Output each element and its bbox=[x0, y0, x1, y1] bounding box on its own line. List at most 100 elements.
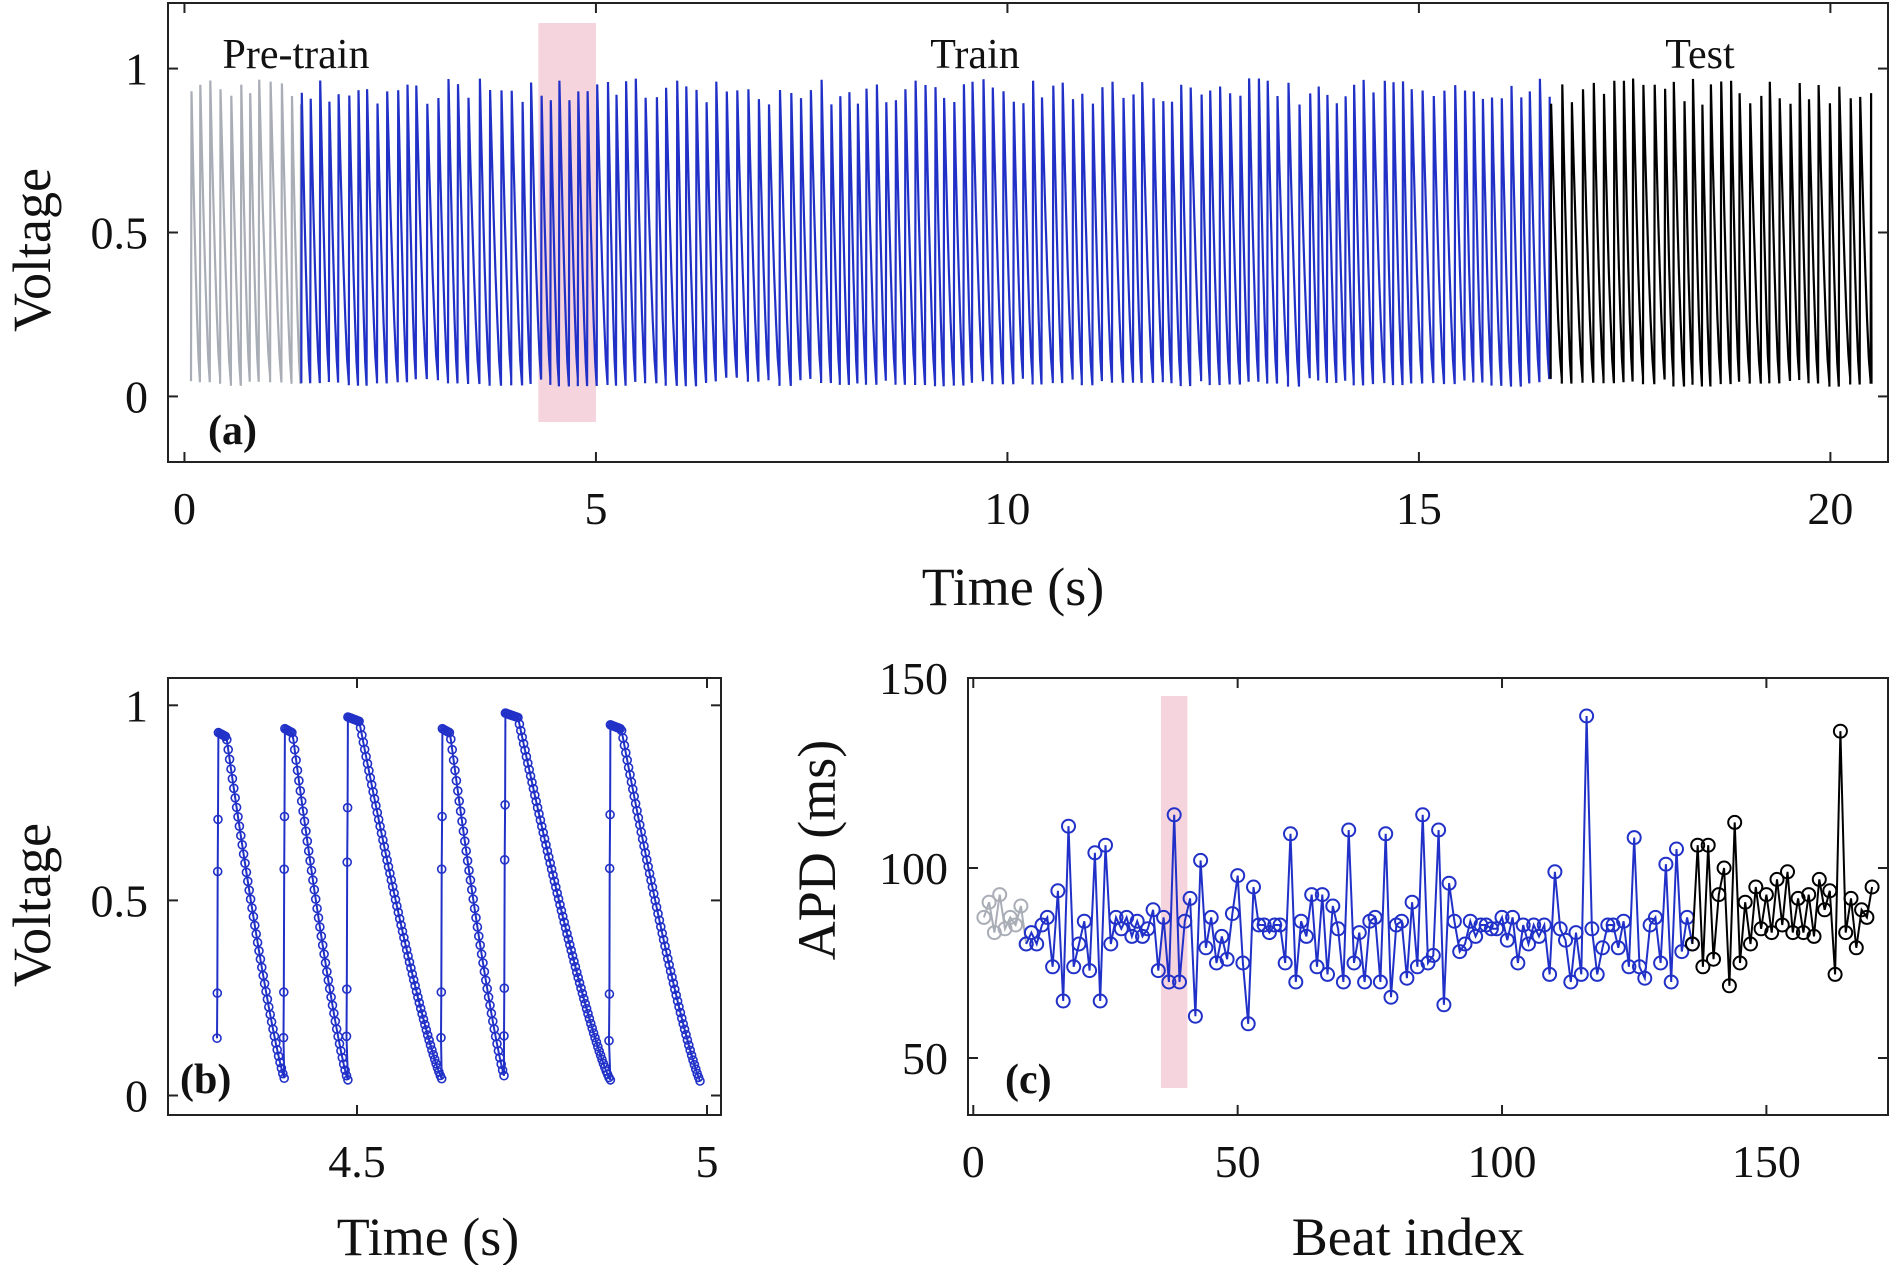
sample-point bbox=[269, 1031, 280, 1041]
sample-point bbox=[604, 863, 615, 874]
apd-point bbox=[1124, 928, 1140, 944]
apd-point bbox=[1431, 822, 1447, 838]
apd-point bbox=[1251, 917, 1267, 933]
apd-point bbox=[1071, 936, 1087, 952]
sample-point bbox=[379, 841, 390, 852]
sample-point bbox=[403, 951, 413, 961]
sample-point bbox=[276, 1063, 287, 1073]
apd-point bbox=[1219, 951, 1235, 967]
c-x-tick-label: 0 bbox=[962, 1136, 985, 1187]
apd-point bbox=[1584, 921, 1600, 937]
apd-point bbox=[1700, 837, 1716, 853]
sample-point bbox=[695, 1076, 705, 1086]
sample-point bbox=[401, 945, 412, 955]
apd-point bbox=[1330, 921, 1346, 937]
panel-label-a: (a) bbox=[208, 408, 257, 454]
apd-point bbox=[1235, 955, 1251, 971]
sample-point bbox=[671, 990, 682, 1001]
sample-point bbox=[500, 799, 510, 810]
sample-point bbox=[459, 836, 470, 847]
apd-point bbox=[1542, 966, 1558, 982]
apd-point bbox=[1140, 921, 1156, 937]
apd-point bbox=[1341, 822, 1357, 838]
b-y-tick-label: 0 bbox=[125, 1070, 148, 1121]
highlight-region-c bbox=[1160, 696, 1188, 1088]
sample-point bbox=[371, 800, 381, 811]
panel-c: 0 50 100 150 50 100 150 (c) Beat index APD (m… bbox=[787, 653, 1889, 1265]
apd-point bbox=[1129, 913, 1145, 929]
voltage-traces-a bbox=[189, 78, 1873, 387]
sample-point bbox=[292, 765, 303, 776]
sample-point bbox=[605, 809, 615, 820]
sample-point bbox=[436, 864, 447, 875]
sample-point bbox=[380, 848, 391, 859]
sample-point bbox=[406, 963, 416, 973]
apd-line-1 bbox=[1025, 715, 1694, 1024]
apd-point bbox=[1536, 917, 1552, 933]
sample-point bbox=[499, 1031, 509, 1041]
y-axis-label-c: APD (ms) bbox=[787, 740, 847, 961]
apd-point bbox=[1658, 856, 1674, 872]
sample-point bbox=[445, 734, 456, 745]
c-y-tick-label: 100 bbox=[879, 843, 948, 894]
region-label-train: Train bbox=[930, 32, 1019, 78]
sample-point bbox=[306, 865, 317, 876]
voltage-trace-train bbox=[300, 78, 1552, 387]
apd-point bbox=[1203, 909, 1219, 925]
apd-point bbox=[1637, 970, 1653, 986]
apd-point bbox=[1864, 879, 1880, 895]
apd-point bbox=[1383, 989, 1399, 1005]
apd-point bbox=[1642, 917, 1658, 933]
x-axis-label-c: Beat index bbox=[1292, 1207, 1524, 1265]
sample-point bbox=[683, 1040, 694, 1050]
sample-point bbox=[238, 849, 249, 859]
sample-point bbox=[676, 1013, 687, 1024]
apd-point bbox=[1357, 974, 1373, 990]
apd-point bbox=[1727, 814, 1743, 830]
sample-point bbox=[270, 1038, 281, 1048]
sample-point bbox=[587, 1023, 598, 1034]
sample-point bbox=[447, 744, 458, 755]
sample-point bbox=[312, 903, 322, 914]
sample-point bbox=[529, 790, 540, 800]
apd-point bbox=[1711, 887, 1727, 903]
apd-point bbox=[1647, 909, 1663, 925]
c-y-tick-label: 150 bbox=[879, 653, 948, 704]
apd-point bbox=[1452, 944, 1468, 960]
sample-point bbox=[653, 908, 663, 919]
sample-point bbox=[373, 814, 384, 825]
apd-point bbox=[1098, 837, 1113, 853]
sample-point bbox=[462, 855, 473, 866]
sample-point bbox=[657, 928, 668, 939]
sample-point bbox=[393, 907, 404, 918]
sample-point bbox=[394, 913, 405, 924]
sample-point bbox=[522, 758, 533, 768]
apd-point bbox=[1732, 955, 1748, 971]
sample-point bbox=[660, 941, 670, 951]
sample-point bbox=[681, 1029, 691, 1040]
sample-point bbox=[436, 1073, 447, 1084]
apd-point bbox=[1743, 936, 1758, 952]
sample-point bbox=[227, 773, 238, 784]
panel-label-b: (b) bbox=[180, 1057, 231, 1103]
apd-point bbox=[1499, 932, 1515, 948]
sample-point bbox=[278, 1032, 289, 1043]
sample-point bbox=[557, 911, 568, 922]
apd-point bbox=[1457, 936, 1473, 952]
sample-point bbox=[399, 932, 409, 943]
apd-point bbox=[1246, 879, 1261, 895]
apd-point bbox=[1827, 966, 1843, 982]
apd-point bbox=[1172, 974, 1187, 990]
sample-point bbox=[555, 899, 565, 910]
sample-point bbox=[212, 1033, 222, 1043]
apd-point bbox=[976, 909, 992, 925]
sample-point bbox=[594, 1046, 605, 1056]
sample-point bbox=[583, 1008, 593, 1019]
sample-point bbox=[212, 988, 223, 998]
sample-point bbox=[559, 917, 570, 928]
sample-point bbox=[471, 912, 481, 923]
sample-point bbox=[591, 1037, 602, 1047]
apd-point bbox=[1240, 1016, 1256, 1032]
apd-point bbox=[1806, 928, 1822, 944]
